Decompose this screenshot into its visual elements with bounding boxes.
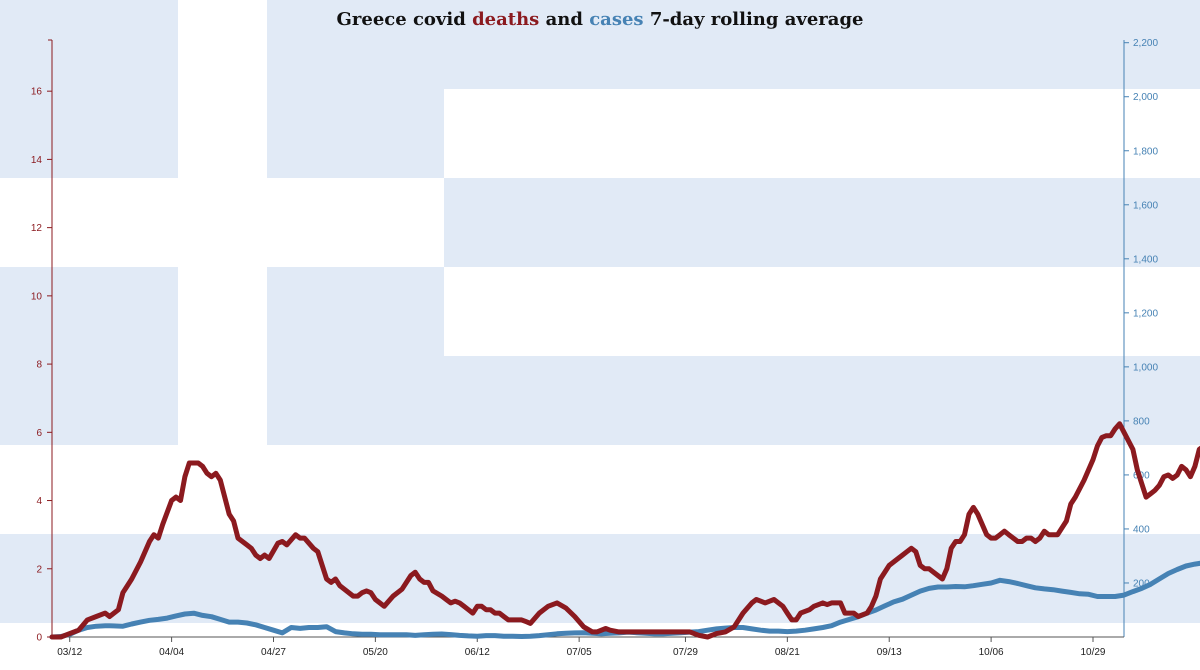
- x-tick-label: 05/20: [363, 647, 388, 658]
- x-tick-label: 10/29: [1080, 647, 1105, 658]
- x-tick-label: 07/29: [673, 647, 698, 658]
- x-tick-label: 04/27: [261, 647, 286, 658]
- right-tick-label: 800: [1133, 416, 1150, 427]
- left-tick-label: 14: [31, 155, 43, 166]
- deaths-line: [49, 421, 1200, 640]
- x-axis-ticks: 03/12 04/04 04/27 05/20 06/12 07/05 07/29 08/21…: [57, 637, 1106, 658]
- x-tick-label: 09/13: [877, 647, 902, 658]
- left-tick-label: 10: [31, 291, 43, 302]
- left-tick-label: 6: [36, 428, 42, 439]
- x-tick-label: 06/12: [465, 647, 490, 658]
- x-tick-label: 07/05: [567, 647, 592, 658]
- left-tick-label: 16: [31, 87, 43, 98]
- right-tick-label: 400: [1133, 524, 1150, 535]
- left-tick-label: 12: [31, 223, 43, 234]
- right-tick-label: 1,600: [1133, 200, 1158, 211]
- title-deaths-word: deaths: [472, 9, 539, 30]
- x-tick-label: 10/06: [979, 647, 1004, 658]
- left-tick-label: 8: [36, 360, 42, 371]
- title-suffix: 7-day rolling average: [644, 9, 864, 30]
- flag-background: [0, 0, 1200, 623]
- title-middle: and: [539, 9, 589, 30]
- left-tick-label: 0: [36, 633, 42, 644]
- x-tick-label: 08/21: [775, 647, 800, 658]
- right-tick-label: 2,200: [1133, 38, 1158, 49]
- title-cases-word: cases: [589, 9, 643, 30]
- cases-line: [49, 560, 1200, 640]
- right-axis-ticks: 2004006008001,0001,2001,4001,6001,8002,0…: [1124, 38, 1158, 589]
- title-prefix: Greece covid: [337, 9, 473, 30]
- right-tick-label: 1,800: [1133, 146, 1158, 157]
- series-layer: [49, 421, 1200, 640]
- left-tick-label: 2: [36, 564, 42, 575]
- flag-stripe-4: [0, 534, 1200, 623]
- left-axis-ticks: 0 2 4 6 8 10 12 14 16: [31, 87, 52, 644]
- left-tick-label: 4: [36, 496, 42, 507]
- right-tick-label: 200: [1133, 578, 1150, 589]
- flag-cross-horizontal: [0, 178, 444, 267]
- right-tick-label: 1,400: [1133, 254, 1158, 265]
- right-tick-label: 2,000: [1133, 92, 1158, 103]
- x-tick-label: 03/12: [57, 647, 82, 658]
- right-tick-label: 1,200: [1133, 308, 1158, 319]
- chart-title: Greece covid deaths and cases 7-day roll…: [337, 9, 864, 30]
- x-tick-label: 04/04: [159, 647, 184, 658]
- right-tick-label: 1,000: [1133, 362, 1158, 373]
